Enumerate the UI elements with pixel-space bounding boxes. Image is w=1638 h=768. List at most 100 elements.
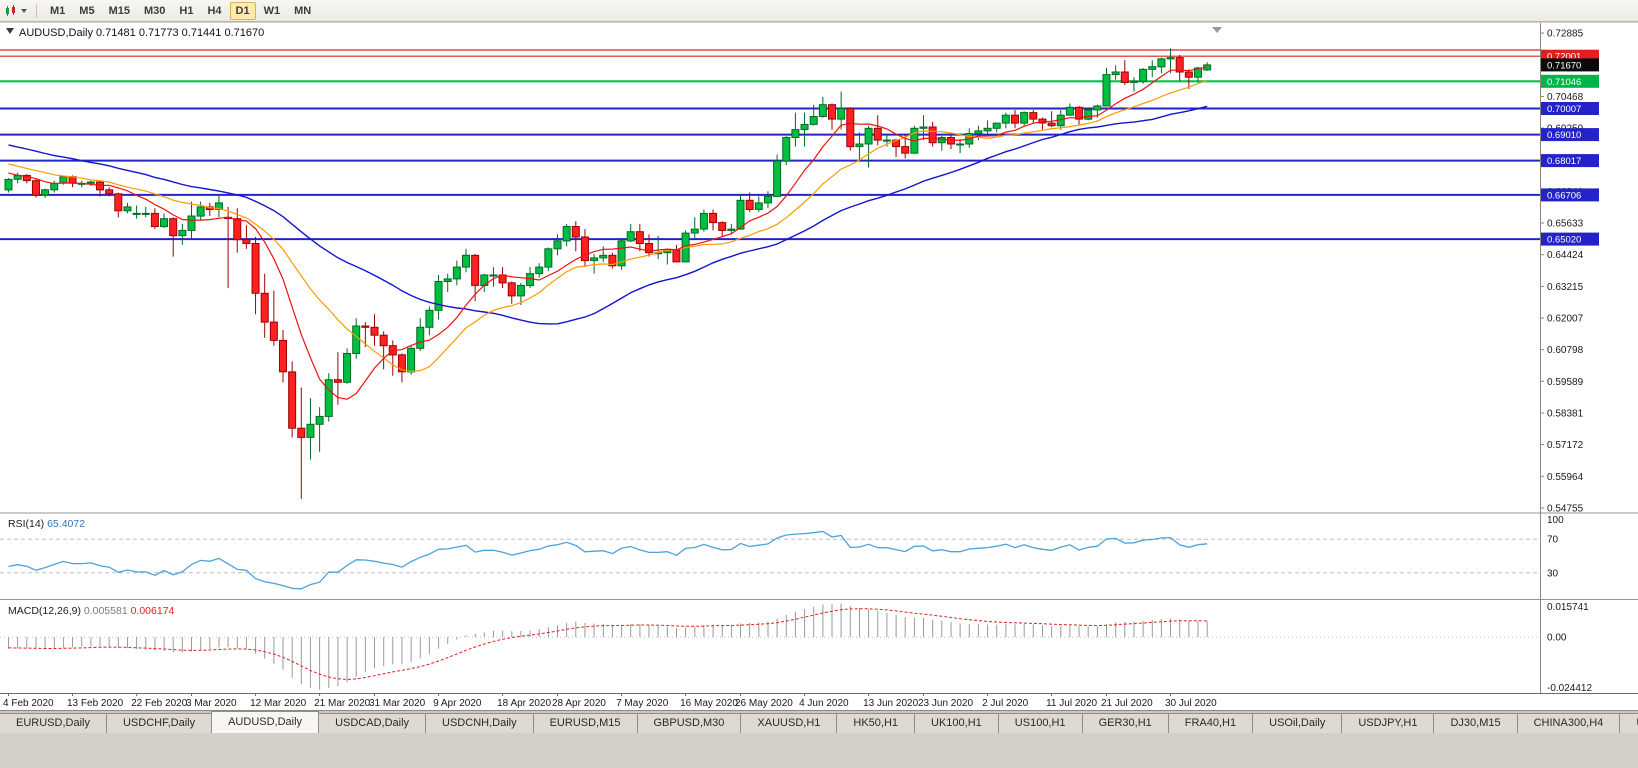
timeframe-button-m5[interactable]: M5 [79,4,95,17]
timeframe-button-d1[interactable]: D1 [229,1,256,20]
time-axis-label: 18 Apr 2020 [497,698,551,709]
icon-shape [12,6,15,13]
price-axis-tick-label: 0.64424 [1547,250,1584,261]
ma-line-slow [8,105,1208,325]
chart-tab-usoil-daily[interactable]: USOil,Daily [1252,713,1343,734]
chart-tab-uk100-h1[interactable]: UK100,H1 [914,713,999,734]
timeframe-button-w1[interactable]: W1 [263,4,281,17]
candle-body [1139,68,1148,82]
chart-canvas[interactable]: AUDUSD,Daily 0.71481 0.71773 0.71441 0.7… [0,23,1638,711]
candle-body [105,189,114,195]
price-badge-label: 0.72001 [1547,52,1581,63]
candle-body [544,248,553,268]
rsi-axis-label: 100 [1547,515,1564,526]
price-badge-label: 0.71670 [1547,60,1581,71]
chart-tab-audusd-daily[interactable]: AUDUSD,Daily [211,711,320,734]
candle-body [214,202,223,210]
time-axis-label: 7 May 2020 [616,698,669,709]
chart-shift-marker-icon[interactable] [1212,27,1222,33]
chart-window[interactable]: AUDUSD,Daily 0.71481 0.71773 0.71441 0.7… [0,23,1638,711]
candle-body [1001,114,1010,124]
chart-tab-fra40-h1[interactable]: FRA40,H1 [1167,713,1254,734]
candle-body [288,371,297,429]
timeframe-button-m1[interactable]: M1 [50,4,66,17]
chart-tab-usdcad-daily[interactable]: USDCAD,Daily [318,713,427,734]
candle-body [599,254,608,259]
candle-body [645,243,653,254]
candlestick-chart-icon[interactable] [4,4,18,18]
candle-body [809,116,818,125]
candle-body [828,104,836,120]
chart-tab-eurusd-daily[interactable]: EURUSD,Daily [0,713,107,734]
timeframe-button-h4[interactable]: H4 [207,4,222,17]
candle-body [4,178,13,191]
candle-body [434,281,443,311]
time-axis-label: 13 Jun 2020 [863,698,918,709]
ma-line-medium [8,79,1208,373]
candle-body [562,226,571,242]
candle-body [763,195,772,204]
chart-tab-usdcnh-daily[interactable]: USDCNH,Daily [425,713,534,734]
chart-tab-usdchf-daily[interactable]: USDCHF,Daily [105,713,213,734]
price-axis-tick-label: 0.54755 [1547,503,1584,514]
candle-body [956,143,965,146]
price-axis-tick-label: 0.72885 [1547,29,1584,40]
chart-tabs-bar: EURUSD,Daily USDCHF,Daily AUDUSD,Daily USDC… [0,710,1638,734]
chart-tab-dj30-m15[interactable]: DJ30,M15 [1433,713,1518,734]
chart-tab-hk50-h1[interactable]: HK50,H1 [836,713,916,734]
timeframe-button-h1[interactable]: H1 [179,4,194,17]
price-badge [1541,102,1599,115]
chart-tab-us100-h1[interactable]: US100,H1 [997,713,1083,734]
time-axis-label: 4 Feb 2020 [3,698,54,709]
candle-body [773,160,782,197]
time-axis-label: 12 Mar 2020 [250,698,307,709]
chart-tab-gbpusd-m30[interactable]: GBPUSD,M30 [636,713,742,734]
candle-body [1093,105,1102,111]
time-axis-label: 28 Apr 2020 [552,698,606,709]
candle-body [800,123,809,131]
candle-body [242,239,251,245]
chart-tab-usdjpy-h1[interactable]: USDJPY,H1 [1341,713,1435,734]
candle-body [1011,114,1019,124]
chart-tab-eurusd-m15[interactable]: EURUSD,M15 [532,713,638,734]
candle-body [279,339,287,373]
candle-body [1084,109,1093,120]
candle-body [1065,106,1074,116]
chart-tab-china300-h4[interactable]: CHINA300,H4 [1516,713,1621,734]
candle-body [745,199,754,211]
chart-type-dropdown-caret-icon[interactable] [21,8,27,13]
candle-body [343,353,352,383]
chart-tab-usoil-h4[interactable]: USOil,H4 [1619,713,1638,734]
candle-body [873,127,882,141]
time-axis-label: 16 May 2020 [680,698,738,709]
candle-body [791,129,800,138]
time-axis-label: 11 Jul 2020 [1046,698,1097,709]
chart-tab-xauusd-h1[interactable]: XAUUSD,H1 [740,713,838,734]
candle-body [974,130,983,135]
candle-body [1020,112,1029,124]
chart-tab-ger30-h1[interactable]: GER30,H1 [1081,713,1169,734]
candle-body [526,273,535,286]
price-axis-tick-label: 0.63215 [1547,282,1584,293]
candle-body [452,266,461,280]
candle-body [425,309,434,328]
price-badge [1541,188,1599,202]
time-axis-label: 13 Feb 2020 [67,698,124,709]
timeframe-button-m30[interactable]: M30 [143,4,166,17]
candle-body [361,325,370,328]
candle-body [1075,106,1084,120]
candle-body [718,222,727,232]
time-axis-area[interactable] [0,694,1638,711]
candle-body [379,334,388,347]
timeframe-button-m15[interactable]: M15 [108,4,130,17]
candle-body [983,127,992,132]
candle-body [160,218,169,228]
candle-body [315,415,324,425]
price-axis-tick-label: 0.62007 [1547,314,1584,325]
candle-body [333,379,342,383]
timeframe-button-mn[interactable]: MN [294,4,312,17]
time-axis-label: 4 Jun 2020 [799,698,849,709]
macd-axis-label: 0.015741 [1547,602,1589,613]
candle-body [855,143,864,148]
collapse-chart-icon[interactable] [6,28,14,34]
